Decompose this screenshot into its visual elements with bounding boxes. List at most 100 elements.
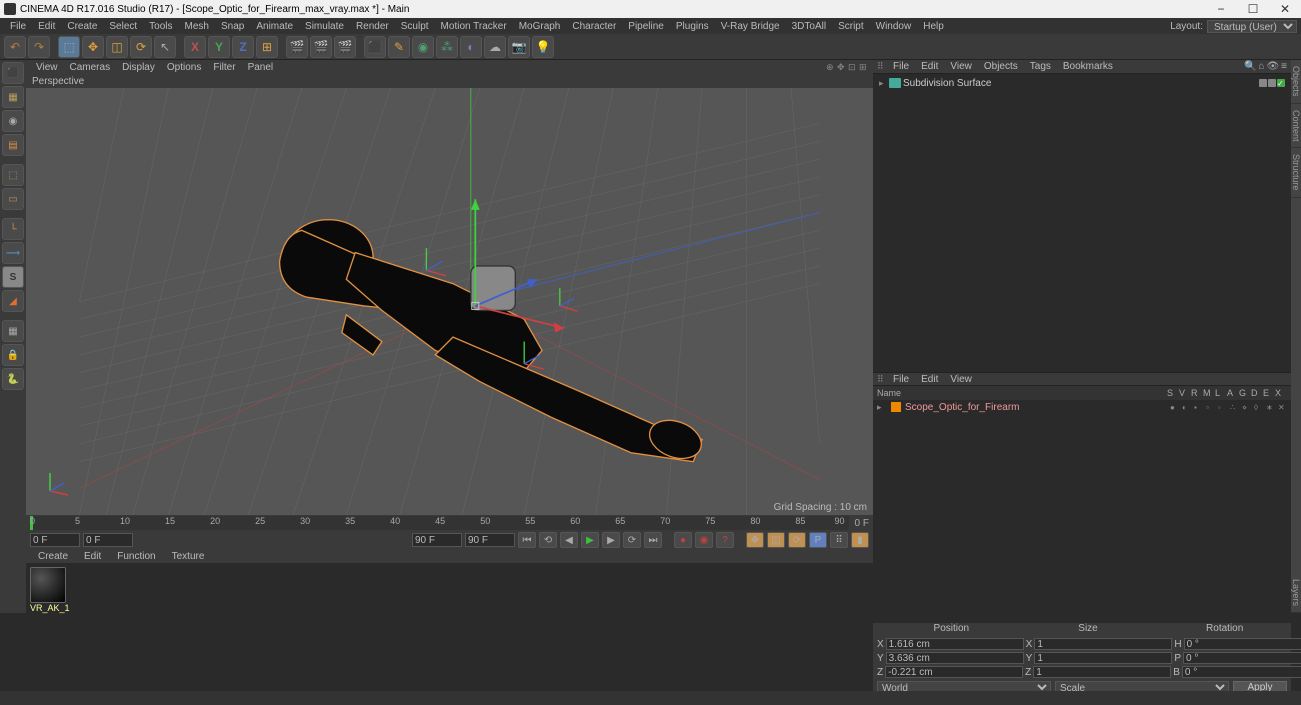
play-forward-button[interactable]: ⟳ — [623, 532, 641, 548]
key-pos-button[interactable]: ✥ — [746, 532, 764, 548]
attr-menu-file[interactable]: File — [887, 374, 915, 385]
key-pla-button[interactable]: ⠿ — [830, 532, 848, 548]
viewport[interactable]: Grid Spacing : 10 cm — [26, 88, 873, 515]
y-axis-button[interactable]: Y — [208, 36, 230, 58]
tab-objects[interactable]: Objects — [1291, 60, 1301, 104]
minimize-button[interactable]: − — [1209, 2, 1233, 16]
mat-menu-edit[interactable]: Edit — [76, 551, 109, 562]
light-button[interactable]: 💡 — [532, 36, 554, 58]
eye-icon[interactable]: 👁 — [1266, 61, 1279, 72]
obj-menu-edit[interactable]: Edit — [915, 61, 944, 72]
menu-create[interactable]: Create — [61, 21, 103, 32]
menu-file[interactable]: File — [4, 21, 32, 32]
edges-mode-button[interactable]: ▭ — [2, 188, 24, 210]
prev-frame-button[interactable]: ◀ — [560, 532, 578, 548]
object-manager[interactable]: ▸ Subdivision Surface ✓ — [873, 74, 1291, 372]
x-axis-button[interactable]: X — [184, 36, 206, 58]
pos-y-input[interactable] — [886, 652, 1024, 664]
obj-menu-bookmarks[interactable]: Bookmarks — [1057, 61, 1119, 72]
object-row[interactable]: ▸ Subdivision Surface ✓ — [875, 76, 1289, 90]
attr-menu-edit[interactable]: Edit — [915, 374, 944, 385]
view-nav-icon[interactable]: ⊡ — [848, 62, 858, 72]
view-menu-view[interactable]: View — [30, 62, 64, 73]
points-mode-button[interactable]: ⬚ — [2, 164, 24, 186]
maximize-button[interactable]: ☐ — [1241, 2, 1265, 16]
obj-menu-file[interactable]: File — [887, 61, 915, 72]
menu-character[interactable]: Character — [566, 21, 622, 32]
obj-menu-objects[interactable]: Objects — [978, 61, 1024, 72]
goto-end-button[interactable]: ⏭ — [644, 532, 662, 548]
mat-menu-create[interactable]: Create — [30, 551, 76, 562]
attribute-row[interactable]: ▸ Scope_Optic_for_Firearm ● ◐ ▪ ▫ ◦ ∴ ⋄ … — [873, 400, 1291, 414]
keyframe-button[interactable]: ? — [716, 532, 734, 548]
search-icon[interactable]: 🔍 — [1244, 61, 1256, 72]
tab-content[interactable]: Content — [1291, 104, 1301, 149]
menu-window[interactable]: Window — [870, 21, 918, 32]
render-region-button[interactable]: 🎬 — [310, 36, 332, 58]
menu-render[interactable]: Render — [350, 21, 395, 32]
locked-button[interactable]: 🔒 — [2, 344, 24, 366]
size-y-input[interactable] — [1034, 652, 1172, 664]
view-menu-panel[interactable]: Panel — [242, 62, 280, 73]
menu-motiontracker[interactable]: Motion Tracker — [435, 21, 513, 32]
end-range-input[interactable] — [412, 533, 462, 547]
menu-pipeline[interactable]: Pipeline — [622, 21, 670, 32]
rotate-tool[interactable]: ⟳ — [130, 36, 152, 58]
menu-mograph[interactable]: MoGraph — [513, 21, 567, 32]
view-menu-cameras[interactable]: Cameras — [64, 62, 117, 73]
view-nav-icon[interactable]: ⊕ — [826, 62, 836, 72]
tweak-button[interactable]: ⟿ — [2, 242, 24, 264]
visibility-editor-dot[interactable] — [1259, 79, 1267, 87]
workplane-button[interactable]: ▤ — [2, 134, 24, 156]
key-param-button[interactable]: P — [809, 532, 827, 548]
array-button[interactable]: ⁂ — [436, 36, 458, 58]
expand-icon[interactable]: ▸ — [879, 78, 889, 89]
z-axis-button[interactable]: Z — [232, 36, 254, 58]
pos-x-input[interactable] — [886, 638, 1024, 650]
menu-edit[interactable]: Edit — [32, 21, 61, 32]
environment-button[interactable]: ☁ — [484, 36, 506, 58]
attr-dot[interactable]: ▪ — [1194, 403, 1203, 412]
attr-dot[interactable]: ● — [1170, 403, 1179, 412]
view-menu-display[interactable]: Display — [116, 62, 161, 73]
deformer-button[interactable]: ◐ — [460, 36, 482, 58]
visibility-render-dot[interactable] — [1268, 79, 1276, 87]
menu-help[interactable]: Help — [917, 21, 950, 32]
texture-mode-button[interactable]: ◉ — [2, 110, 24, 132]
viewport-solo-button[interactable]: ▦ — [2, 320, 24, 342]
menu-select[interactable]: Select — [103, 21, 143, 32]
make-editable-button[interactable]: ⬛ — [2, 62, 24, 84]
view-nav-icon[interactable]: ⊞ — [859, 62, 869, 72]
pen-tool[interactable]: ✎ — [388, 36, 410, 58]
nurbs-button[interactable]: ◉ — [412, 36, 434, 58]
render-view-button[interactable]: 🎬 — [286, 36, 308, 58]
expand-icon[interactable]: ▸ — [877, 402, 887, 413]
layer-name[interactable]: Scope_Optic_for_Firearm — [905, 402, 1170, 413]
menu-plugins[interactable]: Plugins — [670, 21, 715, 32]
loop-button[interactable]: ⟲ — [539, 532, 557, 548]
primitive-button[interactable]: ⬛ — [364, 36, 386, 58]
attr-dot[interactable]: ✕ — [1278, 403, 1287, 412]
move-tool[interactable]: ✥ — [82, 36, 104, 58]
timeline[interactable]: 0 5 10 15 20 25 30 35 40 45 50 55 60 65 … — [26, 515, 873, 531]
next-frame-button[interactable]: ▶ — [602, 532, 620, 548]
scale-tool[interactable]: ◫ — [106, 36, 128, 58]
material-thumb[interactable]: VR_AK_1 — [30, 567, 70, 609]
mat-menu-texture[interactable]: Texture — [164, 551, 213, 562]
attr-dot[interactable]: ∗ — [1266, 403, 1275, 412]
key-scale-button[interactable]: ◫ — [767, 532, 785, 548]
attr-menu-view[interactable]: View — [944, 374, 978, 385]
rot-p-input[interactable] — [1183, 652, 1301, 664]
render-settings-button[interactable]: 🎬 — [334, 36, 356, 58]
attr-dot[interactable]: ◦ — [1218, 403, 1227, 412]
enable-check-icon[interactable]: ✓ — [1277, 79, 1285, 87]
mat-menu-function[interactable]: Function — [109, 551, 163, 562]
object-name[interactable]: Subdivision Surface — [903, 78, 991, 89]
tab-layers[interactable]: Layers — [1291, 573, 1301, 613]
layer-color-icon[interactable] — [891, 402, 901, 412]
layout-select[interactable]: Startup (User) — [1207, 20, 1297, 33]
menu-tools[interactable]: Tools — [143, 21, 178, 32]
attr-dot[interactable]: ∴ — [1230, 403, 1239, 412]
menu-mesh[interactable]: Mesh — [179, 21, 215, 32]
model-mode-button[interactable]: ▦ — [2, 86, 24, 108]
